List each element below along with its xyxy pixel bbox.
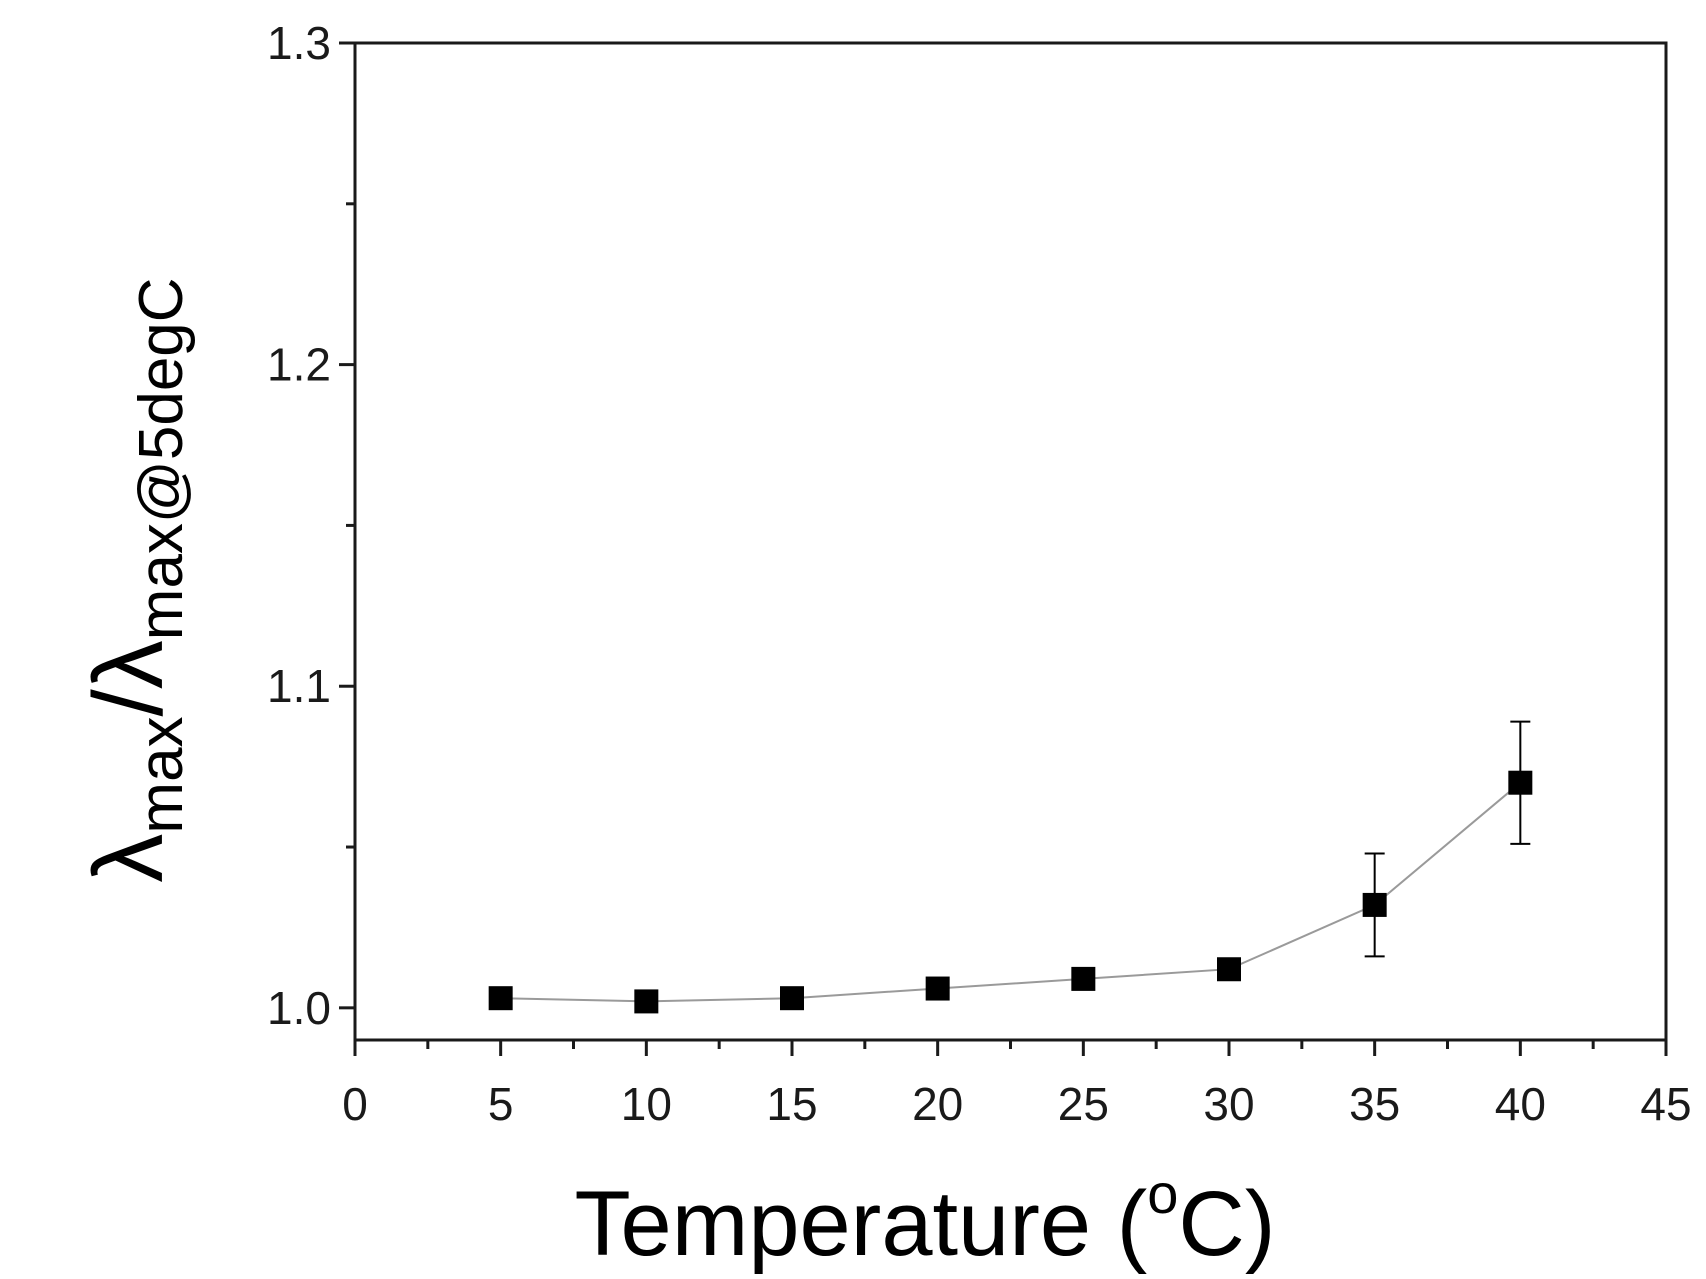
plot-border — [353, 41, 1668, 1042]
x-tick-label: 25 — [1058, 1078, 1109, 1130]
y-axis-title-slash: /λ — [73, 640, 183, 716]
x-tick-label: 0 — [342, 1078, 368, 1130]
y-axis-ticks: 1.0 1.1 1.2 1.3 — [267, 17, 355, 1034]
x-axis-ticks: 0 5 10 15 20 25 30 35 40 45 — [342, 1040, 1692, 1130]
y-tick-label: 1.2 — [267, 339, 331, 391]
data-point — [488, 986, 513, 1011]
error-bars — [1364, 720, 1531, 958]
x-tick-label: 40 — [1495, 1078, 1546, 1130]
y-axis-title-sub1: max — [127, 716, 196, 833]
y-axis-title: λmax/λmax@5degC — [73, 277, 196, 882]
data-point — [1508, 770, 1533, 795]
x-tick-label: 10 — [621, 1078, 672, 1130]
x-tick-label: 30 — [1203, 1078, 1254, 1130]
y-axis-title-lambda: λ — [73, 834, 183, 883]
data-point — [1362, 892, 1387, 917]
data-point — [780, 986, 804, 1011]
data-markers — [488, 770, 1533, 1014]
x-tick-label: 5 — [488, 1078, 514, 1130]
plot-frame — [353, 41, 1668, 1042]
x-tick-label: 35 — [1349, 1078, 1400, 1130]
x-axis-title-superscript: o — [1147, 1162, 1178, 1225]
x-tick-label: 15 — [766, 1078, 817, 1130]
x-axis-title: Temperature (oC) — [575, 1162, 1276, 1275]
y-axis-title-sub2: max@5degC — [127, 277, 196, 640]
data-point — [1217, 957, 1241, 982]
x-axis-title-text: Temperature ( — [575, 1173, 1148, 1275]
data-point — [925, 976, 950, 1001]
x-axis-title-tail: C) — [1178, 1173, 1275, 1275]
x-tick-label: 20 — [912, 1078, 963, 1130]
series-line — [500, 781, 1521, 1003]
data-point — [1071, 966, 1096, 991]
x-tick-label: 45 — [1640, 1078, 1691, 1130]
y-tick-label: 1.3 — [267, 17, 331, 69]
data-point — [634, 989, 659, 1014]
series-polyline — [500, 781, 1521, 1003]
y-tick-label: 1.0 — [267, 982, 331, 1034]
y-tick-label: 1.1 — [267, 660, 331, 712]
